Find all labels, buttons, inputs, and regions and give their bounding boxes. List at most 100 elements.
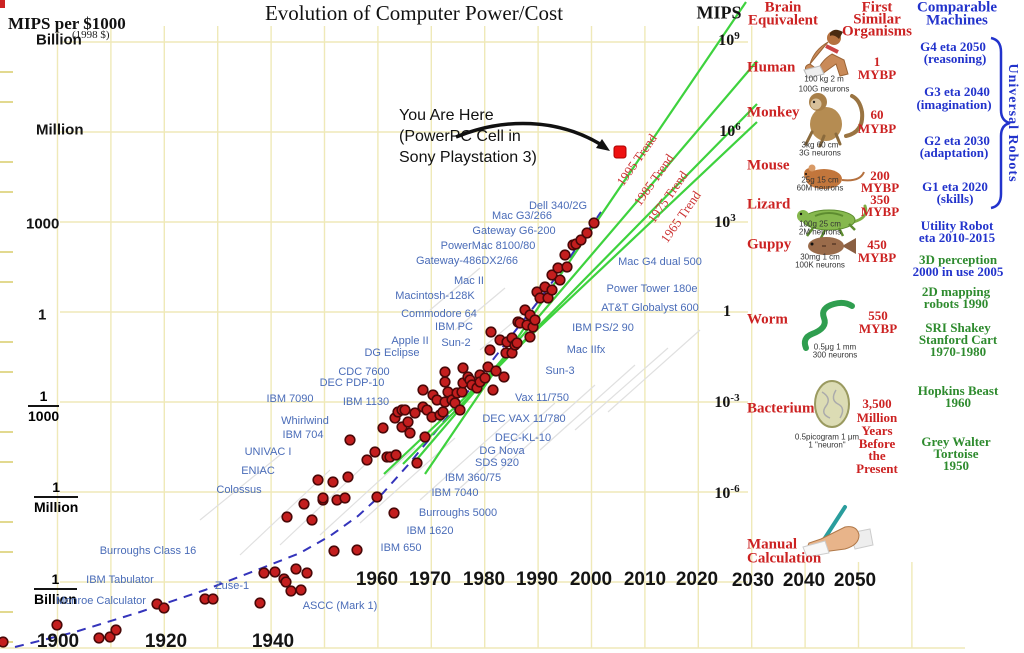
data-point [498,371,510,383]
data-point [409,407,421,419]
leader-line [574,347,669,431]
annotation-arrow [455,121,601,146]
header-label: Similar [853,11,901,28]
leader-line [199,454,281,521]
machine-label: DEC VAX 11/780 [482,413,566,425]
mybp-label: MYBP [860,180,900,195]
mybp-label: 1 [873,54,881,69]
x-axis-year-label: 1920 [144,631,188,652]
mips-axis-label: 109 [718,29,740,50]
data-point [93,632,105,644]
leader-line [454,287,506,331]
data-point [552,262,564,274]
mybp-label: MYBP [857,67,897,82]
mips-axis-label: 106 [719,120,741,141]
data-point [342,471,354,483]
y-axis-label: 1 Million [34,479,79,515]
x-axis-year-label: 2040 [782,570,826,591]
header-label: Comparable [917,0,997,16]
mybp-label: Present [856,461,898,476]
data-point [269,566,281,578]
comparable-machine-label: 3D perception [918,252,998,267]
mybp-label: MYBP [860,204,900,219]
data-point [419,431,431,443]
y-axis-label: 1 Billion [34,571,77,607]
data-point [328,545,340,557]
data-point [158,602,170,614]
header-label: Brain [764,0,802,16]
data-point [559,249,571,261]
data-point [581,227,593,239]
machine-label: Commodore 64 [401,308,477,320]
x-axis-year-label: 2000 [569,569,613,590]
leader-line [499,384,596,471]
data-point [485,326,497,338]
manual-calculation-label: Manual [747,536,798,553]
data-point [402,416,414,428]
x-axis-year-label: 1960 [355,569,399,590]
animal-name: Mouse [747,157,790,174]
comparable-machine-label: Tortoise [933,446,979,461]
machine-label: Macintosh-128K [395,290,475,302]
x-axis-year-label: 1940 [251,631,295,652]
leader-line [539,364,636,451]
machine-label: DG Eclipse [364,347,420,359]
annotation-arrow-head [596,139,610,151]
y-axis-title: MIPS per $1000 [8,14,126,33]
mybp-label: 550 [868,308,888,323]
data-point [254,597,266,609]
data-point [51,619,63,631]
animal-spec: 2M neurons [798,227,842,237]
mips-axis-label: 10-6 [714,482,740,503]
mybp-label: Years [861,423,893,438]
machine-label: Mac IIfx [566,344,606,356]
mips-axis-label: 1 [723,303,731,320]
machine-label: Mac II [454,275,484,287]
comparable-machine-label: 1950 [943,458,969,473]
data-point [295,584,307,596]
animal-spec: 60M neurons [796,183,844,193]
machine-label: IBM PC [435,321,473,333]
mouse-icon [804,164,865,189]
x-axis-year-label: 1900 [36,631,80,652]
data-point [479,372,491,384]
machine-label: Whirlwind [281,415,329,427]
manual-calculation-icon [802,505,874,558]
comparable-machine-label: 2D mapping [921,284,991,299]
comparable-machine-label: 1970-1980 [929,344,987,359]
data-point [317,492,329,504]
comparable-machine-label: (reasoning) [923,51,987,66]
comparable-machine-label: Stanford Cart [918,332,998,347]
data-point [377,422,389,434]
x-axis-year-label: 1990 [515,569,559,590]
data-point [529,314,541,326]
leader-line [419,414,516,501]
leader-line [607,329,701,413]
x-axis-year-label: 2020 [675,569,719,590]
mybp-label: MYBP [857,121,897,136]
mybp-label: Million [856,410,898,425]
leader-line [479,307,531,351]
animal-spec: 300 neurons [812,350,858,360]
historical-trend-line [14,211,602,648]
monkey-icon [804,93,865,148]
machine-label: CDC 7600 [338,366,390,378]
animal-name: Monkey [747,104,800,121]
x-axis-year-label: 2050 [833,570,877,591]
comparable-machine-label: (adaptation) [919,145,989,160]
leader-line [429,267,481,311]
y-axis-subtitle: (1998 $) [72,29,110,41]
data-point [371,491,383,503]
animal-spec: 1 "neuron" [808,440,846,450]
mybp-label: Before [858,436,896,451]
y-axis-label: 1 1000 [28,388,60,424]
header-label: Organisms [841,23,913,40]
data-point [207,593,219,605]
data-point [411,457,423,469]
header-label: First [861,0,893,16]
trend-line [402,103,758,465]
comparable-machine-label: Hopkins Beast [917,383,999,398]
machine-label: SDS 920 [474,457,520,469]
